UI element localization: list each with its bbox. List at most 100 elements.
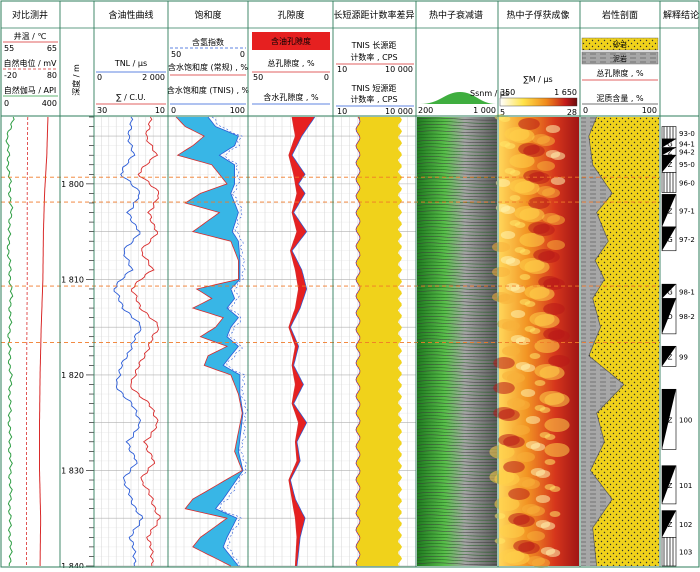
conclusion-label: 98-1: [679, 288, 695, 296]
capture-blob: [503, 461, 525, 473]
decay-trace: [416, 117, 498, 121]
decay-trace: [416, 408, 498, 412]
decay-trace: [416, 290, 498, 294]
capture-blob: [529, 353, 541, 359]
capture-blob: [509, 129, 535, 143]
decay-trace: [416, 479, 498, 482]
total-porosity-curve: [288, 116, 300, 567]
grid-track-4: [248, 116, 333, 567]
header-track-4: 含油孔隙度 总孔隙度 , % 50 0 含水孔隙度 , %: [252, 32, 330, 105]
decay-trace: [416, 165, 498, 169]
decay-trace: [416, 498, 498, 502]
capture-blob: [537, 161, 555, 171]
capture-blob: [523, 145, 545, 157]
decay-trace: [416, 540, 498, 543]
capture-blob: [510, 285, 526, 293]
capture-blob: [514, 222, 526, 228]
conclusion-zone: Z 101: [661, 465, 692, 505]
conclusion-zone: 93-0: [661, 126, 695, 140]
decay-trace: [416, 389, 498, 393]
capture-blob: [512, 425, 530, 435]
decay-trace: [416, 549, 498, 553]
conclusion-symbol: Z: [668, 521, 673, 529]
header-water-por-label: 含水孔隙度 , %: [263, 92, 319, 102]
capture-blob: [515, 337, 531, 345]
decay-spectrum-legend-shape: [420, 92, 496, 104]
capture-blob: [519, 249, 531, 255]
header-oil-por-label: 含油孔隙度: [271, 36, 311, 46]
decay-trace: [416, 300, 498, 303]
conclusion-zone: Z 95-0: [661, 154, 695, 173]
capture-blob: [525, 416, 541, 424]
decay-trace: [416, 335, 498, 338]
capture-blob: [519, 274, 531, 280]
decay-trace: [416, 376, 498, 380]
decay-trace: [416, 232, 498, 236]
depth-label: 1 810: [61, 275, 84, 284]
header-por-min: 50: [253, 73, 263, 82]
capture-blob: [528, 172, 550, 184]
capture-blob: [510, 310, 526, 318]
track-title-oil-curves: 含油性曲线: [108, 9, 153, 21]
depth-label: 1 800: [61, 180, 84, 189]
decay-trace: [416, 248, 498, 252]
decay-trace: [416, 332, 498, 335]
conclusion-label: 101: [679, 482, 692, 490]
conclusion-box: [661, 172, 677, 193]
capture-blob: [543, 303, 565, 315]
vsh-curve: [588, 116, 625, 567]
decay-trace: [416, 268, 498, 271]
decay-trace: [416, 322, 498, 326]
conclusion-label: 98-2: [679, 313, 695, 321]
conclusion-symbol: Z: [668, 208, 673, 216]
capture-blob: [519, 233, 545, 247]
capture-blob: [509, 154, 535, 168]
header-track-3: 含氢指数 50 0 含水饱和度 (常规) , % 含水饱和度 (TNIS) , …: [167, 37, 250, 115]
decay-trace: [416, 325, 498, 329]
capture-blob: [545, 125, 561, 133]
lithology-shale: [581, 117, 624, 566]
capture-blob: [513, 515, 535, 527]
decay-trace: [416, 360, 498, 364]
header-short-label-2: 计数率 , CPS: [350, 94, 397, 104]
header-track-5: TNIS 长源距 计数率 , CPS 10 10 000 TNIS 短源距 计数…: [336, 40, 414, 116]
capture-blob: [494, 497, 520, 511]
decay-trace: [416, 143, 498, 146]
decay-spectrum-image: [416, 117, 498, 566]
conclusion-label: 102: [679, 521, 692, 529]
conclusion-zone: Z 99: [661, 345, 688, 367]
header-long-min: 10: [337, 65, 347, 74]
count-rate-difference-fill: [356, 117, 402, 566]
decay-trace: [416, 495, 498, 498]
sw-tnis-curve: [207, 116, 244, 567]
capture-blob: [527, 531, 545, 541]
conclusion-triangle: [662, 194, 676, 227]
capture-blob: [534, 380, 546, 386]
decay-trace: [416, 421, 498, 425]
decay-trace: [416, 127, 498, 130]
decay-trace: [416, 508, 498, 511]
decay-trace: [416, 239, 498, 242]
decay-trace: [416, 184, 498, 188]
conclusion-zone: 96-0: [661, 172, 695, 193]
decay-trace: [416, 536, 498, 540]
capture-blob: [543, 278, 565, 290]
conclusion-zone: G 97-2: [661, 226, 695, 252]
header-temp-label: 井温 / ℃: [14, 31, 47, 41]
decay-trace: [416, 530, 498, 534]
decay-trace: [416, 383, 498, 386]
long-spacing-curve: [355, 116, 361, 567]
decay-trace: [416, 210, 498, 214]
decay-trace: [416, 511, 498, 514]
decay-trace: [416, 328, 498, 332]
decay-trace: [416, 559, 498, 562]
gamma-ray-curve: [5, 116, 15, 567]
capture-blob: [498, 409, 520, 421]
decay-trace: [416, 412, 498, 415]
decay-trace: [416, 303, 498, 306]
capture-blob: [535, 495, 551, 503]
header-sp-min: -20: [4, 71, 17, 80]
decay-trace: [416, 156, 498, 159]
decay-trace: [416, 274, 498, 278]
